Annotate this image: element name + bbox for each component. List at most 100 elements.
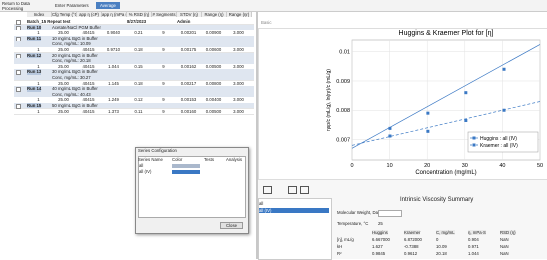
table-cell: 3.000 xyxy=(233,80,244,86)
table-cell: 0.00800 xyxy=(205,80,222,86)
series-name: all xyxy=(139,163,144,168)
summary-cell: 0.9612 xyxy=(404,251,418,256)
table-cell: 0.00900 xyxy=(205,30,222,36)
table-cell: 25.00 xyxy=(58,97,69,103)
toolbar-icon[interactable] xyxy=(288,186,297,194)
toolbar-icon[interactable] xyxy=(300,186,309,194)
table-cell: 40415 xyxy=(82,47,95,52)
dialog-header: Series Name xyxy=(138,157,163,162)
table-cell: 40415 xyxy=(82,108,95,114)
close-button[interactable]: Close xyxy=(220,222,243,230)
table-cell: 25.00 xyxy=(58,108,69,114)
summary-cell: -0.7388 xyxy=(404,244,419,249)
table-cell: Conc, mg/mL: 40.43 xyxy=(52,91,91,97)
column-header: Range (η) xyxy=(202,12,227,18)
table-cell: Run 14 xyxy=(27,86,42,92)
table-cell: 0.00217 xyxy=(180,80,197,86)
summary-cell: 1.627 xyxy=(372,244,383,249)
table-cell: 30 mg/mL BgG in Buffer xyxy=(52,69,98,75)
table-cell: 25.00 xyxy=(58,80,69,86)
column-header: Range (ηr) xyxy=(227,12,252,18)
dialog-header: Analysis xyxy=(226,157,243,162)
mw-label: Molecular Weight, Da xyxy=(337,210,378,215)
table-cell: 3.000 xyxy=(233,108,244,114)
table-cell: 1 xyxy=(37,108,40,114)
table-cell: Conc, mg/mL: 30.27 xyxy=(52,75,91,80)
summary-header: RSD (η) xyxy=(500,230,516,236)
table-cell: 0.00600 xyxy=(205,47,222,52)
expander[interactable] xyxy=(16,36,21,42)
table-cell: 9 xyxy=(162,30,165,36)
summary-cell: R² xyxy=(337,251,342,256)
table-cell: 0.00201 xyxy=(180,30,197,36)
summary-header: Kraemer xyxy=(404,230,421,236)
table-cell: 40415 xyxy=(82,63,95,69)
table-cell: 1.145 xyxy=(108,80,119,86)
table-cell: 0.00500 xyxy=(205,63,222,69)
table-cell: 0.00175 xyxy=(180,47,197,52)
table-cell: Run 13 xyxy=(27,69,42,75)
expander[interactable] xyxy=(16,70,21,76)
table-cell: 1 xyxy=(37,47,40,52)
toolbar-icon[interactable] xyxy=(263,186,272,194)
summary-title: Intrinsic Viscosity Summary xyxy=(400,197,474,203)
table-cell: 9 xyxy=(162,63,165,69)
table-cell: 0.00500 xyxy=(205,108,222,114)
table-cell: 0.11 xyxy=(134,108,143,114)
summary-cell: 10.09 xyxy=(436,244,447,249)
table-cell: 0.15 xyxy=(134,63,143,69)
table-cell: 9 xyxy=(162,97,165,103)
summary-cell: 0.904 xyxy=(468,237,479,242)
table-cell: 3.000 xyxy=(233,47,244,52)
summary-header: η, mPa·S xyxy=(468,230,486,236)
table-cell: 0.9040 xyxy=(106,30,121,36)
dialog-header: Color xyxy=(172,157,183,162)
summary-cell: 0 xyxy=(436,237,439,242)
average-tab[interactable]: Average xyxy=(96,2,120,10)
table-cell: 0.9710 xyxy=(106,47,121,52)
table-cell: Run 12 xyxy=(27,52,42,58)
summary-header: Huggins xyxy=(372,230,388,236)
params-button[interactable]: Enter Parameters xyxy=(55,3,89,8)
table-cell: 3.000 xyxy=(233,63,244,69)
table-cell: 10 mg/mL BgG in Buffer xyxy=(52,35,98,41)
table-cell: 3.000 xyxy=(233,97,244,103)
expander[interactable] xyxy=(16,87,21,93)
table-cell: 1.373 xyxy=(108,108,119,114)
expander[interactable] xyxy=(16,53,21,59)
dialog-title: Series Configuration xyxy=(138,148,177,153)
table-cell: Run 11 xyxy=(27,35,42,42)
mw-input[interactable] xyxy=(378,210,402,217)
table-cell: 40 mg/mL BgG in Buffer xyxy=(52,86,98,92)
series-item[interactable]: all xyxy=(259,201,264,206)
summary-cell: 1.044 xyxy=(468,251,479,256)
expander[interactable] xyxy=(16,25,21,31)
table-cell: 0.21 xyxy=(134,30,143,36)
column-header: STDV (η) xyxy=(177,12,202,18)
table-cell: 0.12 xyxy=(134,97,143,103)
table-row xyxy=(14,108,254,115)
series-color[interactable] xyxy=(172,170,200,174)
series-item[interactable]: all (IV) xyxy=(259,208,329,214)
expander[interactable] xyxy=(16,20,21,25)
summary-cell: 6.667000 xyxy=(372,237,390,242)
table-cell: Conc, mg/mL: 20.18 xyxy=(52,58,91,64)
table-cell: Batch_15 Repeat test xyxy=(27,19,71,24)
column-header: # Segments xyxy=(152,12,177,18)
summary-cell: 0.971 xyxy=(468,244,479,249)
table-cell: 0.00153 xyxy=(180,97,197,103)
table-cell: Run 15 xyxy=(27,103,42,109)
column-header: Index xyxy=(27,12,52,18)
table-cell: 3.000 xyxy=(233,30,244,36)
summary-cell: 20.18 xyxy=(436,251,447,256)
table-cell: 25.00 xyxy=(58,63,69,69)
table-cell: 0.00162 xyxy=(180,63,197,69)
expander[interactable] xyxy=(16,104,21,109)
summary-cell: kH xyxy=(337,244,343,249)
table-cell: 40415 xyxy=(82,80,95,86)
table-cell: 25.00 xyxy=(58,47,69,52)
table-cell: Admin xyxy=(177,19,191,24)
series-color[interactable] xyxy=(172,164,200,168)
back-button[interactable]: Return to Data Processing xyxy=(2,1,30,11)
